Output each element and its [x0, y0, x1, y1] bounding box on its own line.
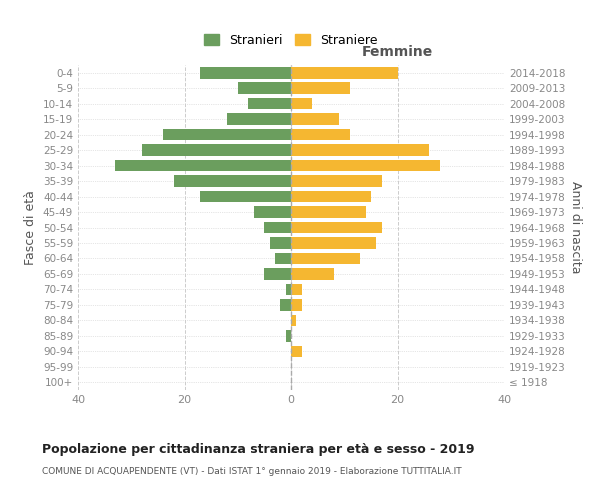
Bar	[291, 346, 302, 357]
Bar	[163, 129, 291, 140]
Bar	[291, 252, 360, 264]
Text: COMUNE DI ACQUAPENDENTE (VT) - Dati ISTAT 1° gennaio 2019 - Elaborazione TUTTITA: COMUNE DI ACQUAPENDENTE (VT) - Dati ISTA…	[42, 468, 461, 476]
Bar	[291, 190, 371, 202]
Bar	[291, 206, 365, 218]
Bar	[291, 144, 430, 156]
Bar	[200, 190, 291, 202]
Bar	[291, 314, 296, 326]
Bar	[265, 222, 291, 234]
Bar	[291, 299, 302, 310]
Bar	[291, 98, 313, 110]
Text: Femmine: Femmine	[362, 44, 433, 59]
Bar	[291, 222, 382, 234]
Bar	[238, 82, 291, 94]
Bar	[280, 299, 291, 310]
Bar	[291, 176, 382, 187]
Bar	[248, 98, 291, 110]
Bar	[291, 82, 350, 94]
Bar	[291, 114, 339, 125]
Bar	[291, 129, 350, 140]
Bar	[286, 284, 291, 295]
Bar	[115, 160, 291, 172]
Bar	[174, 176, 291, 187]
Bar	[291, 67, 398, 78]
Bar	[200, 67, 291, 78]
Bar	[291, 160, 440, 172]
Bar	[142, 144, 291, 156]
Bar	[254, 206, 291, 218]
Bar	[291, 284, 302, 295]
Bar	[265, 268, 291, 280]
Y-axis label: Fasce di età: Fasce di età	[25, 190, 37, 265]
Bar	[275, 252, 291, 264]
Y-axis label: Anni di nascita: Anni di nascita	[569, 181, 582, 274]
Bar	[291, 268, 334, 280]
Text: Popolazione per cittadinanza straniera per età e sesso - 2019: Popolazione per cittadinanza straniera p…	[42, 442, 475, 456]
Bar	[291, 237, 376, 249]
Bar	[286, 330, 291, 342]
Legend: Stranieri, Straniere: Stranieri, Straniere	[199, 29, 383, 52]
Bar	[227, 114, 291, 125]
Bar	[270, 237, 291, 249]
